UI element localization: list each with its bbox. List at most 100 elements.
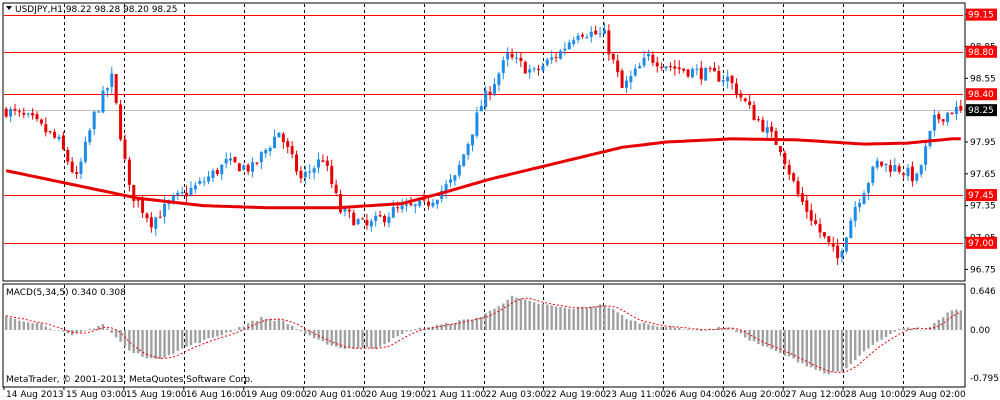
macd-bar xyxy=(858,330,861,356)
level-tag xyxy=(966,236,997,249)
macd-bar xyxy=(823,330,826,374)
candle-body xyxy=(202,181,206,183)
candle-body xyxy=(35,114,39,120)
candle-body xyxy=(207,176,211,182)
candle-body xyxy=(748,101,752,105)
candle-body xyxy=(787,164,791,175)
candle-body xyxy=(844,237,848,252)
candle-body xyxy=(149,217,153,228)
macd-bar xyxy=(607,307,611,331)
candle-body xyxy=(453,175,457,181)
candle-body xyxy=(704,68,708,81)
current-price-label: 98.25 xyxy=(968,106,994,116)
macd-bar xyxy=(700,330,703,331)
macd-bar xyxy=(101,324,105,331)
macd-bar xyxy=(911,328,914,331)
macd-bar xyxy=(207,330,210,339)
macd-bar xyxy=(788,330,791,357)
macd-bar xyxy=(924,329,927,331)
macd-bar xyxy=(757,330,760,345)
moving-average-layer xyxy=(5,137,961,210)
time-axis-label: 20 Aug 01:00 xyxy=(306,390,367,400)
candle-body xyxy=(770,126,774,132)
candle-body xyxy=(695,68,699,70)
candle-body xyxy=(919,165,923,175)
macd-bar xyxy=(519,298,523,331)
macd-bar xyxy=(339,330,342,349)
time-axis-label: 27 Aug 12:00 xyxy=(785,390,846,400)
macd-bar xyxy=(832,330,835,372)
candles-layer xyxy=(4,22,963,265)
triangle-down-icon[interactable] xyxy=(6,6,12,10)
candle-body xyxy=(827,236,831,243)
level-tag xyxy=(966,88,997,101)
macd-bar xyxy=(264,319,267,331)
candle-body xyxy=(427,201,431,206)
macd-bar xyxy=(915,327,919,331)
candle-body xyxy=(242,165,246,170)
candle-body xyxy=(435,199,439,205)
candle-body xyxy=(602,29,606,35)
candle-body xyxy=(646,53,650,57)
macd-layer xyxy=(4,295,963,375)
candle-body xyxy=(101,90,105,113)
candle-body xyxy=(497,73,501,85)
macd-bar xyxy=(726,327,729,331)
candle-body xyxy=(273,136,277,149)
candle-body xyxy=(712,67,716,72)
level-tag xyxy=(966,45,997,58)
macd-bar xyxy=(57,330,61,331)
macd-bar xyxy=(233,329,237,331)
candle-body xyxy=(800,193,804,202)
macd-bar xyxy=(752,330,756,342)
candle-body xyxy=(339,193,343,213)
macd-bar xyxy=(150,330,153,359)
candle-body xyxy=(959,105,963,111)
candle-body xyxy=(97,111,101,113)
candle-body xyxy=(321,160,325,162)
macd-bar xyxy=(308,330,311,336)
candle-body xyxy=(70,161,74,172)
candle-body xyxy=(638,66,642,69)
macd-bar xyxy=(321,330,325,342)
macd-bar xyxy=(189,330,193,346)
macd-bar xyxy=(818,330,822,371)
macd-bar xyxy=(273,320,276,331)
candle-body xyxy=(409,203,413,206)
candle-body xyxy=(229,158,233,161)
macd-bar xyxy=(106,328,109,331)
candle-body xyxy=(163,203,167,217)
macd-bar xyxy=(766,330,769,347)
macd-bar xyxy=(876,330,879,342)
macd-bar xyxy=(418,327,421,331)
macd-bar xyxy=(361,330,364,348)
price-panel-header: USDJPY,H1 98.22 98.28 98.20 98.25 xyxy=(15,5,177,15)
macd-bar xyxy=(488,310,492,331)
macd-bar xyxy=(268,318,272,331)
candle-body xyxy=(554,57,558,59)
candle-body xyxy=(449,179,453,183)
candle-body xyxy=(136,199,140,201)
macd-bar xyxy=(559,307,562,331)
macd-bar xyxy=(585,307,589,331)
time-axis-label: 14 Aug 2013 xyxy=(6,390,64,400)
macd-axis-label: 0.00 xyxy=(970,326,990,336)
macd-bar xyxy=(260,316,263,331)
macd-bar xyxy=(453,323,457,331)
macd-bar xyxy=(471,319,474,331)
macd-bar xyxy=(255,320,259,331)
candle-body xyxy=(814,220,818,224)
time-axis: 14 Aug 2013 15 Aug 03:00 15 Aug 19:00 16 Au… xyxy=(3,387,966,400)
candle-body xyxy=(374,215,378,221)
candle-body xyxy=(356,219,360,225)
candle-body xyxy=(295,154,299,172)
candle-body xyxy=(536,68,540,70)
candle-body xyxy=(334,184,338,193)
macd-bar xyxy=(660,326,663,331)
macd-bar xyxy=(629,320,633,331)
macd-bar xyxy=(563,307,567,331)
candle-body xyxy=(954,106,958,114)
macd-bar xyxy=(110,330,113,333)
candle-body xyxy=(479,106,483,112)
